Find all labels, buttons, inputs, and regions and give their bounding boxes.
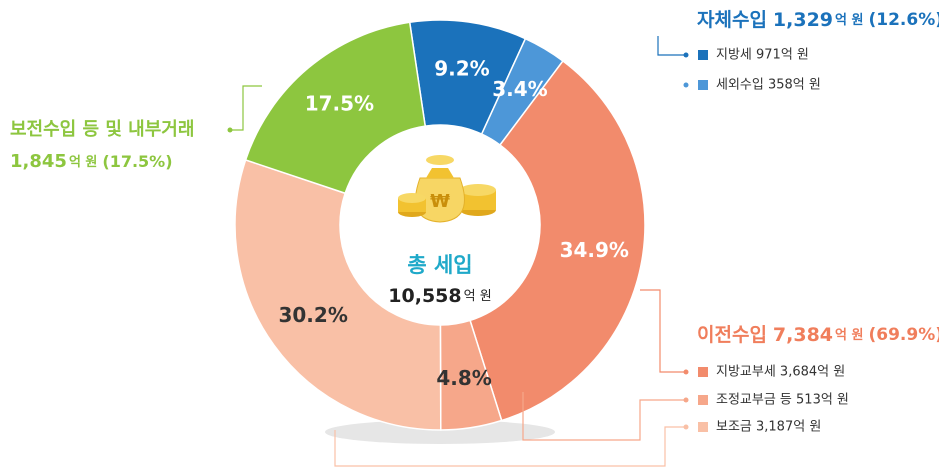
value-label: 17.5% xyxy=(305,92,374,116)
money-icon: ₩ xyxy=(398,155,496,223)
value-label: 30.2% xyxy=(278,303,347,327)
legend-dot xyxy=(683,397,689,403)
total-amount: 10,558 xyxy=(388,285,461,307)
value-label: 34.9% xyxy=(560,238,629,262)
shadow xyxy=(325,420,555,444)
legend-dot xyxy=(227,127,233,133)
legend-label: 지방세 971억 원 xyxy=(716,48,809,63)
connector xyxy=(522,392,684,441)
legend-label: 조정교부금 등 513억 원 xyxy=(716,393,849,408)
connector xyxy=(334,426,684,467)
total-unit: 억 원 xyxy=(464,289,492,304)
donut xyxy=(234,19,646,431)
legend-swatch xyxy=(698,395,708,405)
legend-swatch xyxy=(698,80,708,90)
center-hole xyxy=(340,125,540,325)
group-title: 이전수입 xyxy=(697,324,767,346)
legend-swatch xyxy=(698,422,708,432)
group-header: 1,845 억 원 (17.5%) xyxy=(10,151,173,172)
connector xyxy=(657,36,684,56)
group-unit: 억 원 xyxy=(835,13,863,28)
svg-text:₩: ₩ xyxy=(430,191,450,212)
connector xyxy=(640,289,684,373)
value-label: 9.2% xyxy=(434,57,489,81)
center-total: 10,558 억 원 xyxy=(388,285,491,307)
legend-swatch xyxy=(698,367,708,377)
legend-dot xyxy=(683,52,689,58)
group-header: 이전수입 7,384 억 원 (69.9%) xyxy=(697,324,939,346)
legend-dot xyxy=(683,424,689,430)
group-amount: 1,329 xyxy=(773,9,833,31)
group-header: 자체수입 1,329 억 원 (12.6%) xyxy=(697,9,939,31)
legend-swatch xyxy=(698,50,708,60)
group-amount: 1,845 xyxy=(10,151,67,172)
group-title: 자체수입 xyxy=(697,9,767,31)
group-unit: 억 원 xyxy=(835,328,863,343)
group-title: 보전수입 등 및 내부거래 xyxy=(10,118,194,140)
legend-dot xyxy=(683,369,689,375)
group-unit: 억 원 xyxy=(69,155,97,170)
legend-label: 보조금 3,187억 원 xyxy=(716,420,821,435)
legend-dot xyxy=(683,82,689,88)
group-amount: 7,384 xyxy=(773,324,833,346)
legend-label: 세외수입 358억 원 xyxy=(716,78,821,93)
value-label: 3.4% xyxy=(492,77,547,101)
group-share: (12.6%) xyxy=(868,10,939,30)
legend-label: 지방교부세 3,684억 원 xyxy=(716,365,845,380)
connector xyxy=(232,85,262,131)
value-label: 4.8% xyxy=(436,366,491,390)
group-share: (69.9%) xyxy=(868,325,939,345)
group-share: (17.5%) xyxy=(102,152,172,171)
center-title: 총 세입 xyxy=(407,253,472,277)
